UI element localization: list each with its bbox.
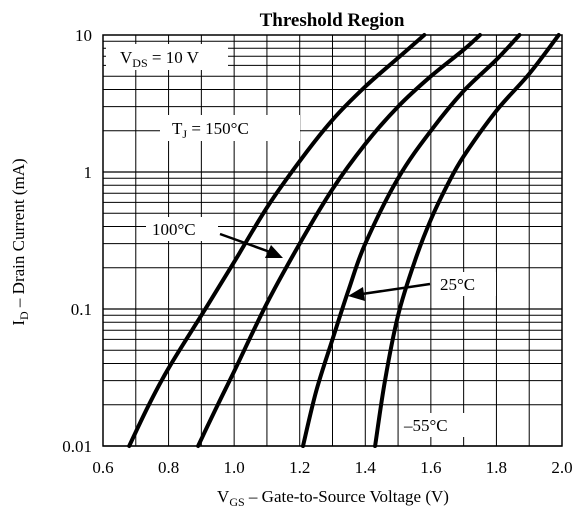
plot-frame (102, 34, 563, 447)
arrow-25c-head (348, 287, 365, 301)
x-tick-label: 1.2 (289, 458, 310, 477)
curve-series-1 (196, 33, 482, 448)
arrow-100c-head (265, 245, 283, 258)
arrow-100c (219, 232, 271, 254)
curves (127, 33, 561, 448)
vds-annotation: VDS = 10 V (120, 48, 200, 70)
x-tick-label: 1.0 (224, 458, 245, 477)
label-100c: 100°C (152, 220, 196, 239)
x-tick-label: 2.0 (551, 458, 572, 477)
y-tick-label: 0.01 (62, 437, 92, 456)
label-minus55c: –55°C (403, 416, 448, 435)
curve-series-2 (301, 33, 522, 448)
x-axis-label: VGS – Gate-to-Source Voltage (V) (217, 487, 449, 509)
x-tick-label: 1.6 (420, 458, 441, 477)
x-tick-labels: 0.6 0.8 1.0 1.2 1.4 1.6 1.8 2.0 (92, 458, 572, 477)
y-tick-label: 1 (84, 163, 93, 182)
y-axis-label: ID – Drain Current (mA) (9, 158, 31, 325)
chart-title: Threshold Region (260, 10, 405, 31)
curve-series-3 (373, 33, 561, 448)
y-tick-label: 0.1 (71, 300, 92, 319)
y-tick-labels: 0.01 0.1 1 10 (62, 26, 92, 456)
y-tick-label: 10 (75, 26, 92, 45)
curve-series-0 (127, 33, 427, 448)
label-25c: 25°C (440, 275, 475, 294)
x-tick-label: 0.8 (158, 458, 179, 477)
annotations: VDS = 10 V TJ = 150°C 100°C 25°C –55°C (106, 44, 496, 437)
arrow-25c (361, 282, 431, 296)
x-tick-label: 1.4 (355, 458, 377, 477)
grid (102, 35, 563, 447)
x-tick-label: 1.8 (486, 458, 507, 477)
tj-annotation: TJ = 150°C (172, 119, 249, 141)
x-tick-label: 0.6 (92, 458, 113, 477)
